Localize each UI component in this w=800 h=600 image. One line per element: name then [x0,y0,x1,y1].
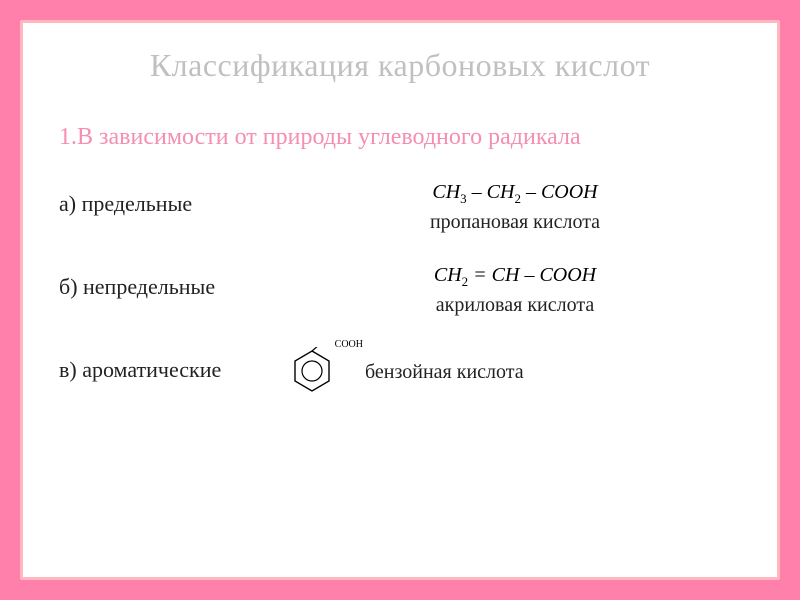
chemical-formula: CH3 – CH2 – COOH [432,181,597,207]
row-content: CH2 = CH – COOH акриловая кислота [289,264,741,317]
classification-row-unsaturated: б) непредельные CH2 = CH – COOH акрилова… [59,264,741,317]
chemical-formula: CH2 = CH – COOH [434,264,596,290]
slide-subtitle: 1.В зависимости от природы углеводного р… [59,122,741,153]
benzene-substituent: COOH [335,339,363,350]
slide-title: Классификация карбоновых кислот [59,47,741,84]
row-label: б) непредельные [59,264,289,300]
classification-row-aromatic: в) ароматические COOH бензойная кислота [59,347,741,397]
row-content: CH3 – CH2 – COOH пропановая кислота [289,181,741,234]
compound-name: пропановая кислота [430,211,600,234]
compound-name: бензойная кислота [365,361,524,384]
benzene-structure: COOH [289,347,335,397]
benzene-ring-icon [289,347,335,397]
row-content: COOH бензойная кислота [289,347,741,397]
row-label: в) ароматические [59,347,289,383]
slide-container: Классификация карбоновых кислот 1.В зави… [20,20,780,580]
classification-row-saturated: а) предельные CH3 – CH2 – COOH пропанова… [59,181,741,234]
compound-name: акриловая кислота [436,294,594,317]
row-label: а) предельные [59,181,289,217]
